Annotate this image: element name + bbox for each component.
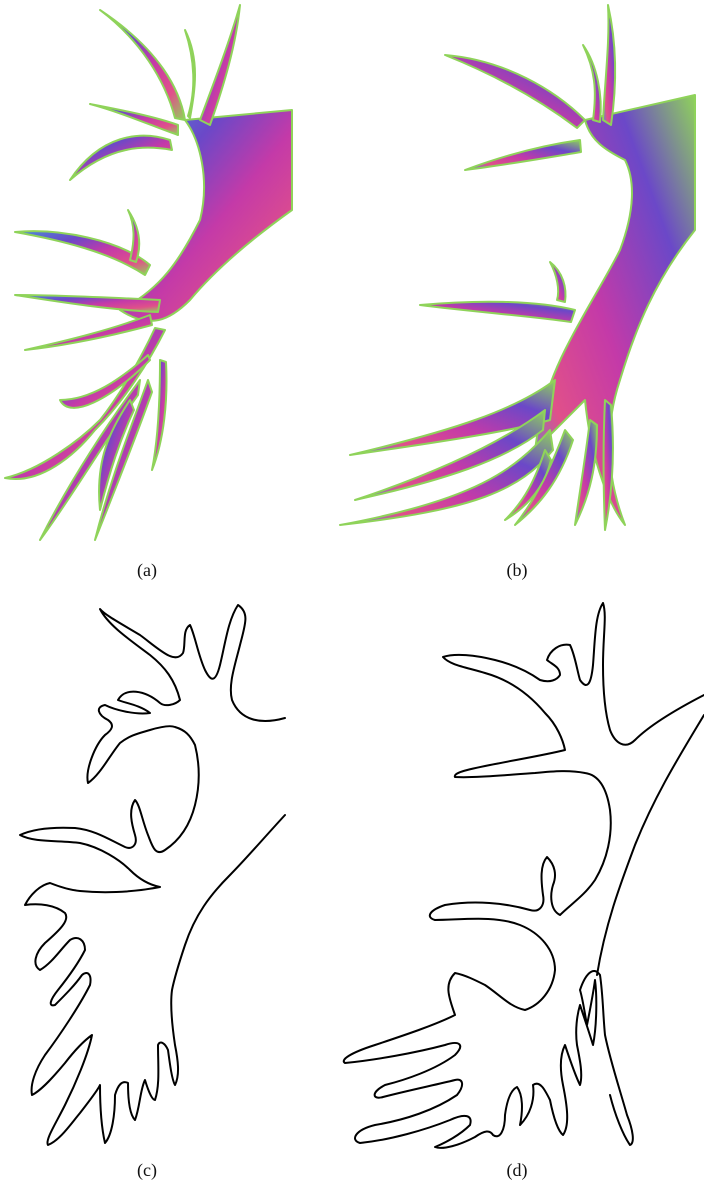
panel-b-image (335, 0, 704, 550)
panel-c-image (0, 595, 300, 1155)
panel-a-image (0, 0, 300, 550)
caption-a: (a) (137, 560, 157, 580)
caption-c: (c) (137, 1160, 157, 1180)
caption-b: (b) (506, 560, 528, 580)
panel-d-image (335, 595, 704, 1155)
caption-d: (d) (506, 1160, 528, 1180)
